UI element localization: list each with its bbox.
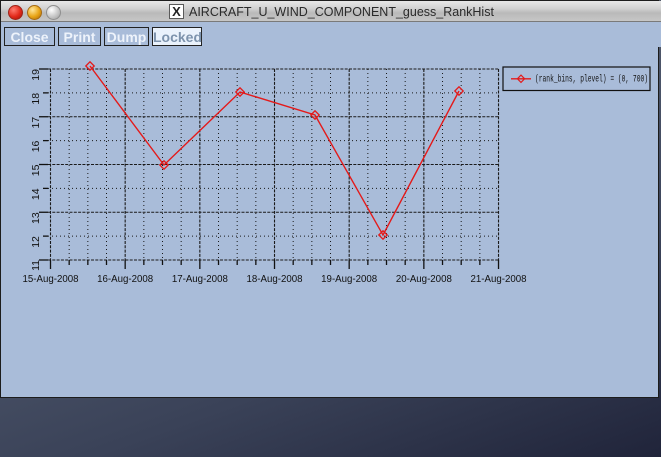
svg-text:16-Aug-2008: 16-Aug-2008 [97,274,153,285]
svg-text:17-Aug-2008: 17-Aug-2008 [172,274,228,285]
svg-text:14: 14 [30,188,42,200]
svg-text:16: 16 [30,140,42,152]
svg-text:18-Aug-2008: 18-Aug-2008 [247,274,303,285]
svg-text:18: 18 [30,93,42,105]
svg-text:15: 15 [30,164,42,176]
svg-text:19: 19 [30,69,42,81]
svg-text:(rank_bins, plevel) = (0, 700): (rank_bins, plevel) = (0, 700) [535,73,648,85]
svg-text:15-Aug-2008: 15-Aug-2008 [22,274,78,285]
svg-text:12: 12 [30,236,42,248]
svg-text:11: 11 [30,260,42,271]
svg-text:17: 17 [30,117,42,129]
svg-text:19-Aug-2008: 19-Aug-2008 [321,274,377,285]
svg-text:20-Aug-2008: 20-Aug-2008 [396,274,452,285]
svg-text:21-Aug-2008: 21-Aug-2008 [471,274,527,285]
svg-text:13: 13 [30,212,42,224]
